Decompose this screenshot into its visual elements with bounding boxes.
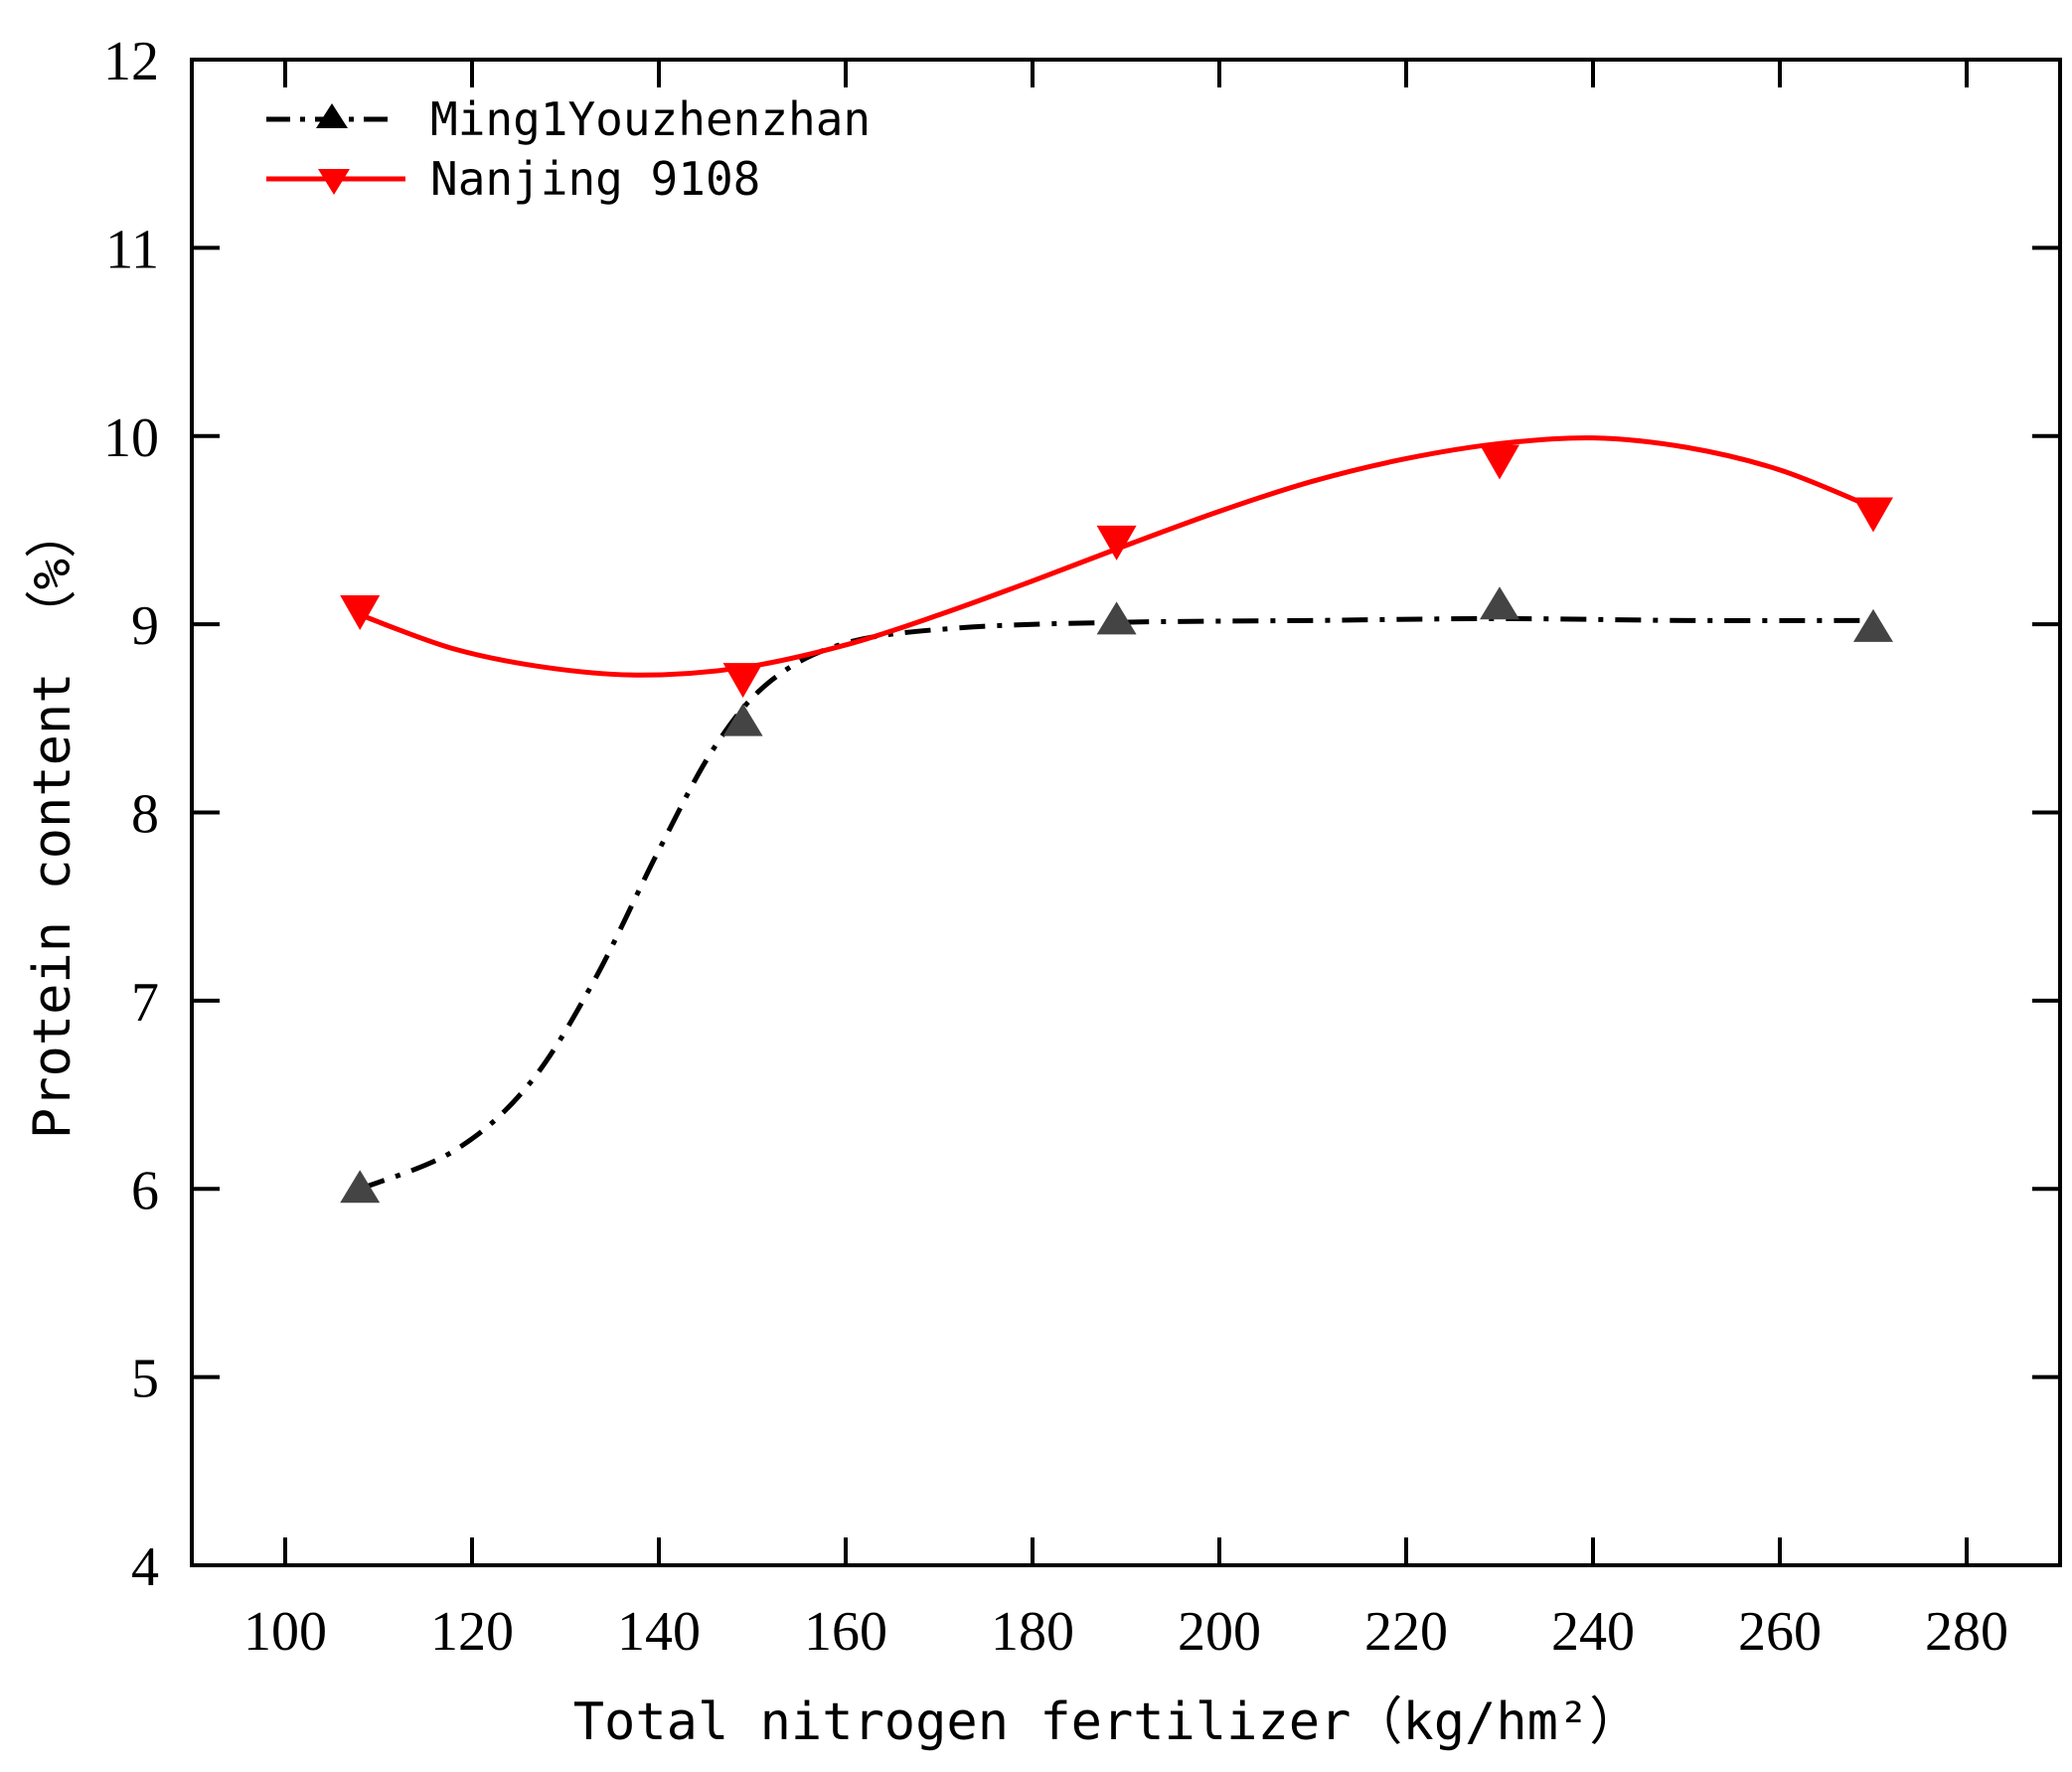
y-tick-label: 8 [131, 784, 159, 846]
x-tick-label: 140 [617, 1601, 701, 1663]
y-tick-label: 9 [131, 595, 159, 657]
y-tick-label: 4 [131, 1536, 159, 1598]
data-point-marker [1853, 608, 1893, 642]
data-point-marker [1480, 586, 1519, 620]
x-tick-label: 100 [243, 1601, 327, 1663]
series-1 [340, 435, 1893, 699]
legend-item-ming1youzhenzhan: Ming1Youzhenzhan [266, 92, 871, 146]
y-tick-label: 5 [131, 1349, 159, 1410]
series-layer [340, 435, 1893, 1204]
y-tick-label: 11 [105, 219, 159, 280]
x-axis-title: Total nitrogen fertilizer（kg/hm²） [573, 1692, 1642, 1752]
x-axis-ticks: 100 120 140 160 180 200 220 240 260 280 [243, 60, 2008, 1663]
y-tick-label: 6 [131, 1160, 159, 1221]
x-tick-label: 200 [1178, 1601, 1261, 1663]
x-tick-label: 220 [1364, 1601, 1448, 1663]
y-axis-ticks: 4 5 6 7 8 9 10 11 12 [103, 31, 2060, 1598]
y-axis-title: Protein content （%） [23, 507, 82, 1139]
plot-frame [190, 58, 2062, 1567]
data-point-marker [1096, 601, 1137, 635]
x-tick-label: 120 [430, 1601, 514, 1663]
y-tick-label: 7 [131, 972, 159, 1034]
x-tick-label: 260 [1738, 1601, 1822, 1663]
data-point-marker [340, 594, 381, 630]
data-point-marker [722, 663, 763, 699]
y-tick-label: 12 [103, 31, 159, 92]
legend-marker-nanjing-9108 [318, 169, 350, 195]
data-point-marker [1096, 525, 1137, 561]
x-tick-label: 180 [991, 1601, 1074, 1663]
data-point-marker [1853, 497, 1893, 533]
y-tick-label: 10 [103, 407, 159, 469]
legend-item-nanjing-9108: Nanjing 9108 [266, 152, 760, 206]
data-point-marker [340, 1170, 381, 1204]
x-tick-label: 280 [1925, 1601, 2008, 1663]
series-line [359, 615, 1874, 1192]
x-tick-label: 160 [804, 1601, 887, 1663]
x-tick-label: 240 [1551, 1601, 1635, 1663]
legend-label-nanjing-9108: Nanjing 9108 [430, 152, 760, 206]
legend-marker-ming1youzhenzhan [316, 103, 348, 128]
legend: Ming1Youzhenzhan Nanjing 9108 [266, 92, 871, 206]
series-0 [340, 586, 1893, 1204]
legend-label-ming1youzhenzhan: Ming1Youzhenzhan [430, 92, 871, 146]
data-point-marker [722, 703, 763, 736]
data-point-marker [1480, 444, 1519, 480]
